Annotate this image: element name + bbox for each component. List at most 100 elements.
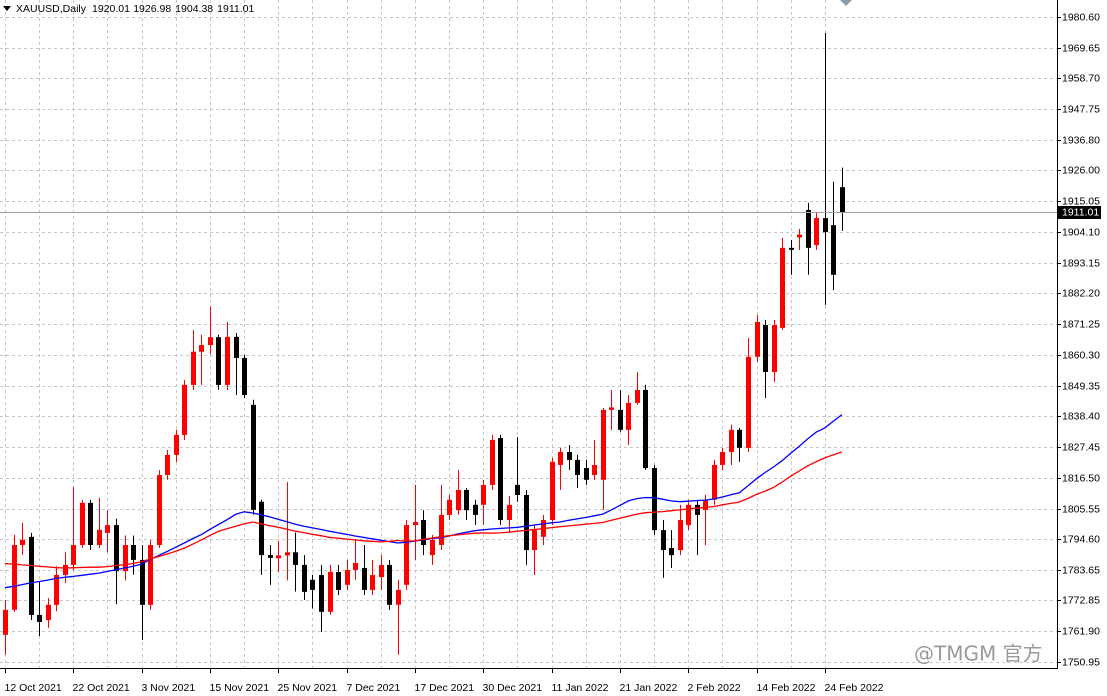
shift-marker[interactable] bbox=[840, 0, 852, 6]
candle-body bbox=[840, 187, 845, 213]
candle-body bbox=[686, 504, 691, 526]
candle-body bbox=[652, 468, 657, 531]
candle-body bbox=[208, 337, 213, 346]
candle-body bbox=[46, 604, 51, 620]
x-tick-label: 22 Oct 2021 bbox=[73, 682, 130, 694]
candle-body bbox=[242, 357, 247, 396]
header-low: 1904.38 bbox=[175, 3, 213, 15]
candle-body bbox=[720, 452, 725, 465]
candle-body bbox=[174, 434, 179, 455]
candle-body bbox=[831, 225, 836, 275]
candle-body bbox=[515, 484, 520, 495]
x-tick-label: 12 Oct 2021 bbox=[5, 682, 62, 694]
candle-body bbox=[481, 484, 486, 505]
candle-body bbox=[370, 575, 375, 590]
current-price-box bbox=[1058, 206, 1101, 219]
candle-body bbox=[234, 336, 239, 358]
x-tick-label: 14 Feb 2022 bbox=[757, 682, 816, 694]
candle-body bbox=[251, 404, 256, 510]
candle-body bbox=[430, 539, 435, 556]
y-tick-label: 1926.00 bbox=[1062, 164, 1100, 176]
candle-body bbox=[148, 544, 153, 605]
candle-body bbox=[823, 218, 828, 233]
candle-body bbox=[592, 464, 597, 476]
header: XAUUSD,Daily 1920.01 1926.98 1904.38 1911.01 bbox=[16, 3, 254, 15]
y-tick-label: 1882.20 bbox=[1062, 287, 1100, 299]
candle-body bbox=[216, 337, 221, 385]
candle-body bbox=[643, 389, 648, 469]
watermark: @TMGM 官方 bbox=[914, 642, 1043, 666]
candle-body bbox=[703, 499, 708, 510]
candle-body bbox=[37, 614, 42, 622]
y-tick-label: 1849.35 bbox=[1062, 380, 1100, 392]
candle-body bbox=[131, 544, 136, 560]
candle-body bbox=[319, 575, 324, 612]
y-tick-label: 1838.40 bbox=[1062, 410, 1100, 422]
candle-body bbox=[464, 489, 469, 511]
candle-body bbox=[737, 429, 742, 448]
x-tick-label: 30 Dec 2021 bbox=[483, 682, 543, 694]
candle-body bbox=[140, 559, 145, 605]
y-tick-label: 1827.45 bbox=[1062, 441, 1100, 453]
candle-body bbox=[302, 564, 307, 592]
candle-body bbox=[387, 564, 392, 605]
y-tick-label: 1794.60 bbox=[1062, 533, 1100, 545]
candle-body bbox=[404, 525, 409, 585]
candle-body bbox=[772, 325, 777, 372]
y-tick-label: 1860.30 bbox=[1062, 349, 1100, 361]
symbol-title: XAUUSD,Daily bbox=[16, 3, 87, 15]
candle-body bbox=[396, 589, 401, 605]
candle-body bbox=[532, 530, 537, 551]
candle-body bbox=[20, 539, 25, 545]
moving-average bbox=[4, 451, 843, 569]
candle-body bbox=[29, 536, 34, 615]
candle-body bbox=[806, 209, 811, 248]
y-tick-label: 1871.25 bbox=[1062, 318, 1100, 330]
candle-body bbox=[635, 389, 640, 403]
candle-body bbox=[789, 247, 794, 250]
candle-body bbox=[550, 461, 555, 520]
candle-body bbox=[695, 504, 700, 515]
header-open: 1920.01 bbox=[92, 3, 130, 15]
candle-body bbox=[379, 564, 384, 578]
candle-body bbox=[626, 402, 631, 430]
y-tick-label: 1783.65 bbox=[1062, 564, 1100, 576]
candle-body bbox=[447, 499, 452, 515]
y-tick-label: 1980.60 bbox=[1062, 11, 1100, 23]
menu-triangle[interactable] bbox=[3, 6, 11, 11]
candle-body bbox=[123, 544, 128, 572]
candle-body bbox=[199, 345, 204, 352]
candle-body bbox=[225, 336, 230, 385]
x-tick-label: 3 Nov 2021 bbox=[142, 682, 196, 694]
candle-body bbox=[490, 439, 495, 485]
candle-body bbox=[413, 521, 418, 526]
candle-body bbox=[268, 555, 273, 558]
candle-body bbox=[336, 571, 341, 590]
candle-body bbox=[105, 525, 110, 533]
x-tick-label: 7 Dec 2021 bbox=[347, 682, 401, 694]
candle-body bbox=[729, 429, 734, 453]
candle-body bbox=[182, 384, 187, 435]
candle-body bbox=[780, 247, 785, 328]
candle-body bbox=[285, 552, 290, 556]
candle-body bbox=[165, 454, 170, 476]
y-tick-label: 1805.55 bbox=[1062, 503, 1100, 515]
candle-body bbox=[618, 409, 623, 430]
x-tick-label: 21 Jan 2022 bbox=[620, 682, 678, 694]
y-tick-label: 1947.75 bbox=[1062, 103, 1100, 115]
candle-body bbox=[661, 530, 666, 551]
candle-body bbox=[473, 504, 478, 515]
candle-body bbox=[293, 552, 298, 565]
candle-body bbox=[609, 407, 614, 410]
candle-body bbox=[276, 555, 281, 559]
y-tick-label: 1750.95 bbox=[1062, 656, 1100, 668]
candle-body bbox=[814, 218, 819, 246]
candle-body bbox=[456, 489, 461, 511]
header-high: 1926.98 bbox=[133, 3, 171, 15]
y-tick-label: 1958.70 bbox=[1062, 72, 1100, 84]
candle-body bbox=[567, 452, 572, 460]
candle-body bbox=[362, 568, 367, 590]
y-tick-label: 1904.10 bbox=[1062, 226, 1100, 238]
y-tick-label: 1772.85 bbox=[1062, 594, 1100, 606]
